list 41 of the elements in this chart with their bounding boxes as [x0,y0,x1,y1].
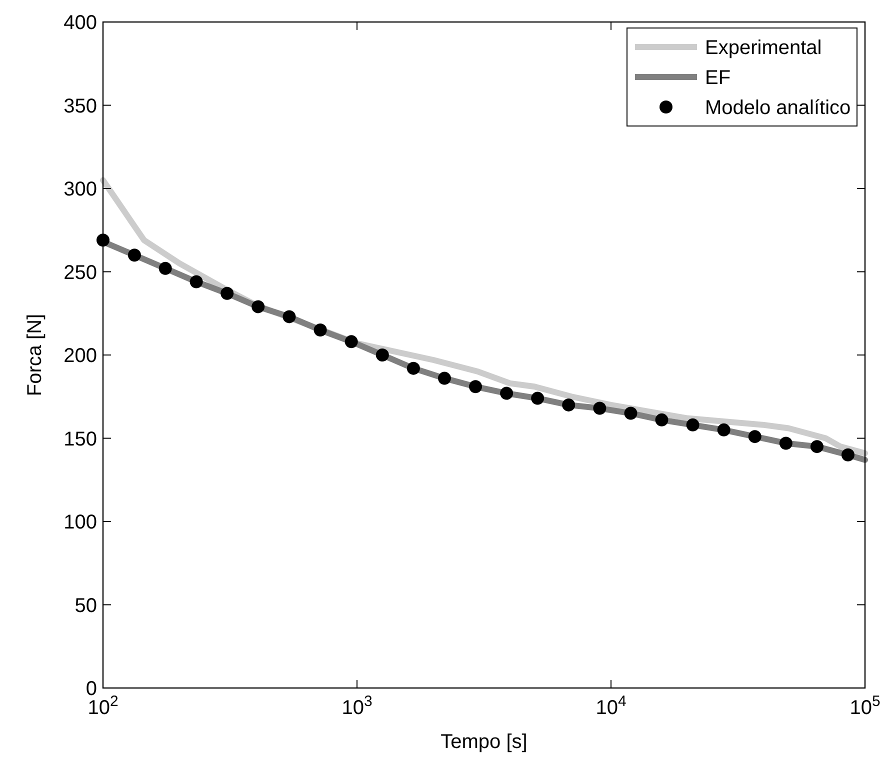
point [96,234,110,247]
y-tick-label: 50 [74,594,97,617]
point [810,440,824,454]
point [158,262,172,275]
point [406,362,420,375]
point [128,248,141,262]
point [500,386,514,400]
point [282,310,296,324]
y-tick-label: 250 [64,262,97,284]
point [655,413,668,426]
legend-label: EF [705,67,731,89]
point [220,286,234,300]
point [469,380,482,394]
point [531,392,544,405]
point [779,436,792,450]
point [190,275,203,288]
point [376,348,389,362]
y-tick-label: 350 [64,95,97,118]
point [593,402,606,415]
point [344,335,358,348]
x-axis-title: Tempo [s] [440,731,528,753]
x-tick-label: 10$^{3}$ [342,692,372,719]
y-tick-label: 150 [64,428,97,450]
x-tick-label: 10$^{5}$ [850,692,880,719]
point [438,372,451,385]
y-tick-label: 400 [64,12,97,34]
y-axis-title: Forca [N] [24,314,46,396]
point [748,430,762,444]
point [624,406,638,420]
point [562,398,576,412]
point [314,324,327,337]
legend-label: Modelo analítico [705,97,851,119]
point [252,300,265,314]
point [841,448,854,462]
point [717,423,730,436]
x-tick-label: 10$^{4}$ [596,692,626,719]
point [686,418,700,432]
y-tick-label: 100 [64,512,97,534]
y-tick-label: 200 [64,345,97,367]
legend-label: Experimental [705,37,822,59]
y-tick-label: 300 [64,178,97,200]
